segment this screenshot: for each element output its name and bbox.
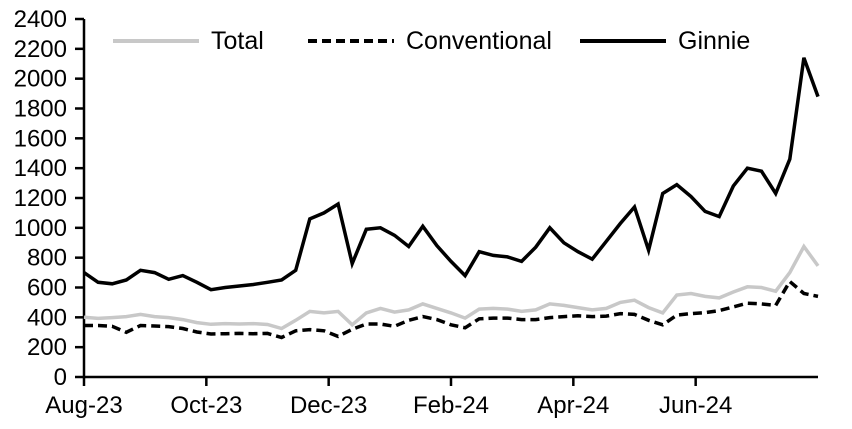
conventional-line bbox=[84, 278, 819, 340]
y-tick-label: 2200 bbox=[14, 36, 67, 63]
x-tick-label: Feb-24 bbox=[413, 392, 489, 419]
y-tick-label: 2000 bbox=[14, 66, 67, 93]
x-tick-label: Jun-24 bbox=[659, 392, 732, 419]
x-tick-label: Oct-23 bbox=[170, 392, 242, 419]
y-tick-label: 0 bbox=[54, 364, 67, 391]
y-tick-label: 800 bbox=[27, 245, 67, 272]
y-tick-label: 400 bbox=[27, 304, 67, 331]
x-tick-label: Aug-23 bbox=[45, 392, 122, 419]
y-tick-label: 1200 bbox=[14, 185, 67, 212]
y-tick-label: 1800 bbox=[14, 96, 67, 123]
y-tick-label: 600 bbox=[27, 275, 67, 302]
ginnie-line bbox=[83, 57, 820, 292]
x-tick-label: Dec-23 bbox=[290, 392, 367, 419]
y-tick-label: 1400 bbox=[14, 155, 67, 182]
y-tick-label: 2400 bbox=[14, 6, 67, 33]
total-line bbox=[83, 243, 820, 331]
y-tick-label: 1000 bbox=[14, 215, 67, 242]
y-tick-label: 200 bbox=[27, 334, 67, 361]
x-tick-label: Apr-24 bbox=[537, 392, 609, 419]
y-tick-label: 1600 bbox=[14, 125, 67, 152]
